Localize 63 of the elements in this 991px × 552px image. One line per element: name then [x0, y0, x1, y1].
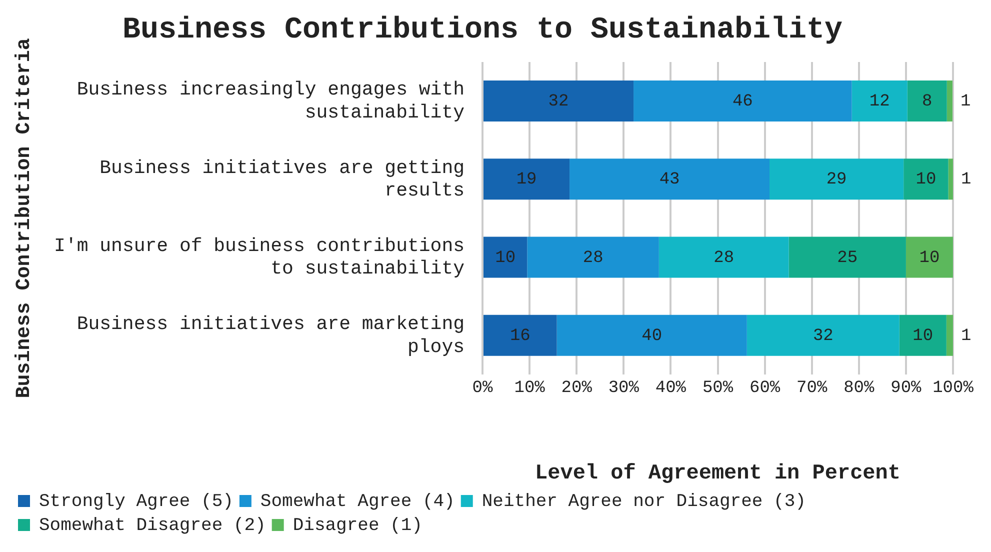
- data-label: 32: [812, 326, 834, 346]
- data-label: 10: [919, 248, 940, 268]
- data-label: 8: [922, 92, 932, 112]
- bar: [788, 236, 906, 278]
- legend-label: Somewhat Disagree (2): [39, 516, 266, 536]
- data-label: 1: [960, 92, 971, 112]
- data-label: 12: [869, 92, 890, 112]
- legend-label: Strongly Agree (5): [39, 492, 234, 512]
- x-tick-label: 60%: [749, 379, 781, 398]
- data-label: 25: [837, 248, 858, 268]
- x-tick-label: 80%: [844, 379, 875, 398]
- data-label: 16: [510, 326, 530, 346]
- data-label: 28: [714, 248, 734, 268]
- y-tick-label: I'm unsure of business contributions to sustainability: [54, 234, 464, 280]
- bar: [946, 80, 953, 122]
- bar: [556, 314, 747, 356]
- x-axis-title: Level of Agreement in Percent: [535, 462, 900, 486]
- x-tick-label: 0%: [472, 379, 494, 398]
- bar: [527, 236, 659, 278]
- y-axis-title: Business Contribution Criteria: [13, 38, 36, 398]
- x-tick-label: 30%: [608, 379, 640, 398]
- y-tick-label: Business increasingly engages with sustainability: [76, 78, 464, 124]
- x-tick-label: 40%: [655, 379, 687, 398]
- chart-title: Business Contributions to Sustainability: [122, 14, 843, 48]
- data-label: 19: [516, 170, 537, 190]
- x-tick-label: 20%: [561, 379, 593, 398]
- x-tick-label: 70%: [796, 379, 828, 398]
- bar: [948, 158, 953, 200]
- data-label: 1: [961, 170, 972, 190]
- legend-label: Disagree (1): [292, 516, 422, 536]
- bar: [484, 80, 634, 122]
- data-label: 10: [912, 326, 934, 346]
- bar: [570, 158, 770, 200]
- y-tick-label: Business initiatives are marketing ploys: [76, 312, 464, 358]
- bar: [852, 80, 908, 122]
- bar: [904, 158, 948, 200]
- bar: [770, 158, 904, 200]
- bar: [484, 158, 570, 200]
- bar: [746, 314, 900, 356]
- y-tick-label: Business initiatives are getting results: [100, 156, 464, 202]
- data-label: 10: [495, 248, 516, 268]
- data-label: 28: [582, 248, 604, 268]
- bar: [484, 314, 557, 356]
- data-label: 46: [732, 92, 753, 112]
- data-label: 1: [961, 326, 972, 346]
- x-tick-label: 50%: [702, 379, 734, 398]
- bar: [906, 236, 953, 278]
- bar: [907, 80, 947, 122]
- x-tick-label: 100%: [932, 379, 974, 398]
- legend-label: Somewhat Agree (4): [260, 492, 455, 512]
- bar: [484, 236, 528, 278]
- bar: [634, 80, 852, 122]
- data-label: 40: [642, 326, 662, 346]
- x-tick-label: 10%: [514, 379, 546, 398]
- bar: [946, 314, 953, 356]
- data-label: 29: [826, 170, 847, 190]
- bar: [899, 314, 946, 356]
- legend-label: Neither Agree nor Disagree (3): [482, 492, 806, 512]
- data-label: 10: [916, 170, 936, 190]
- x-tick-label: 90%: [890, 379, 922, 398]
- data-label: 32: [548, 92, 569, 112]
- data-label: 43: [659, 170, 680, 190]
- bar: [658, 236, 789, 278]
